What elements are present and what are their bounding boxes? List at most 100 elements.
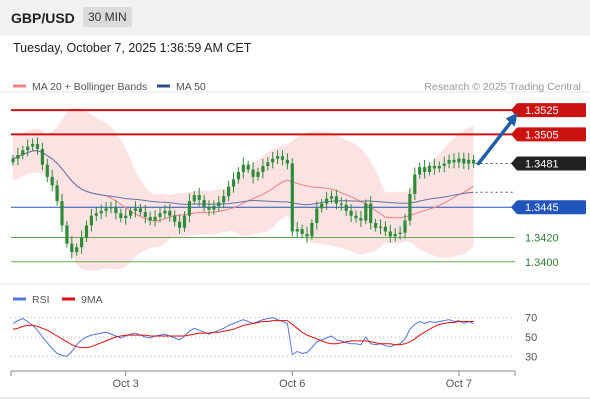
candle-body — [418, 167, 422, 175]
candle-body — [423, 167, 427, 173]
level-tag-pointer — [511, 127, 517, 142]
candle-body — [442, 163, 446, 166]
candle-body — [84, 225, 89, 238]
level-label: 1.3525 — [525, 105, 559, 117]
candle-body — [236, 172, 240, 180]
candle-body — [187, 201, 191, 216]
candle-body — [178, 221, 182, 228]
candle-body — [104, 208, 108, 211]
candle-body — [374, 222, 378, 228]
candle-body — [212, 205, 216, 210]
bollinger-band — [13, 107, 474, 271]
candle-body — [109, 207, 113, 209]
level-tag — [517, 103, 586, 118]
rsi-tick-label: 70 — [525, 313, 537, 325]
candle-body — [11, 158, 15, 163]
candle-body — [158, 213, 162, 217]
legend-label: MA 50 — [176, 81, 206, 93]
candle-body — [217, 202, 221, 206]
watermark-text: Research © 2025 Trading Central — [424, 81, 581, 93]
candle-body — [452, 159, 456, 163]
candle-body — [388, 231, 392, 237]
candle-body — [143, 212, 147, 217]
candle-body — [26, 146, 30, 151]
candle-body — [427, 165, 432, 173]
candle-body — [94, 213, 98, 216]
forecast-arrow-shaft — [476, 116, 516, 166]
candle-body — [369, 203, 373, 223]
forecast-arrowhead — [505, 112, 518, 127]
candle-body — [364, 203, 368, 221]
candle-body — [45, 164, 49, 177]
candle-body — [124, 215, 128, 219]
timeframe-badge[interactable]: 30 MIN — [83, 7, 132, 27]
candle-body — [271, 158, 275, 163]
rsi-tick-label: 50 — [525, 332, 537, 344]
candle-body — [192, 195, 196, 202]
candle-body — [383, 226, 387, 232]
level-label: 1.3481 — [525, 159, 559, 171]
candle-body — [354, 215, 358, 219]
candle-body — [329, 196, 334, 199]
level-tag — [517, 156, 586, 171]
candle-body — [227, 186, 231, 197]
rsi-legend-label: 9MA — [81, 294, 103, 306]
candle-body — [325, 198, 329, 204]
candle-body — [266, 162, 270, 166]
candle-body — [280, 156, 285, 160]
candle-body — [114, 207, 118, 214]
candle-body — [334, 196, 338, 204]
candle-body — [315, 208, 319, 223]
candle-body — [290, 163, 294, 232]
candle-body — [119, 213, 123, 219]
candle-body — [393, 233, 397, 237]
candle-body — [16, 155, 20, 159]
chart-header: GBP/USD 30 MIN — [0, 0, 590, 36]
level-label: 1.3445 — [525, 202, 559, 214]
level-tag — [517, 127, 586, 142]
x-tick-label: Oct 6 — [279, 378, 305, 390]
candle-body — [285, 159, 289, 164]
candle-body — [65, 225, 69, 244]
candle-body — [138, 208, 142, 213]
legend-label: MA 20 + Bollinger Bands — [32, 81, 147, 93]
candle-body — [256, 172, 260, 177]
candle-body — [349, 210, 353, 216]
candle-body — [55, 185, 59, 202]
candle-body — [75, 247, 79, 253]
level-label: 1.3505 — [525, 129, 559, 141]
symbol-label: GBP/USD — [11, 10, 75, 26]
candle-body — [129, 210, 133, 216]
candle-body — [231, 179, 236, 187]
candle-body — [173, 215, 177, 222]
candle-body — [413, 174, 417, 194]
candle-body — [148, 216, 152, 221]
x-tick-label: Oct 3 — [113, 378, 139, 390]
level-tag-pointer — [511, 200, 517, 215]
candle-body — [447, 159, 451, 164]
level-tag-pointer — [511, 156, 517, 171]
candle-body — [40, 148, 44, 165]
rsi-legend-label: RSI — [32, 294, 50, 306]
candle-body — [207, 207, 211, 210]
candle-body — [60, 201, 64, 226]
candle-body — [21, 150, 25, 156]
candle-body — [472, 159, 476, 164]
candle-body — [133, 208, 138, 211]
candle-body — [153, 216, 157, 221]
candle-body — [467, 159, 471, 164]
candle-body — [305, 233, 309, 237]
candle-body — [457, 158, 461, 163]
candle-body — [408, 193, 412, 221]
rsi-tick-label: 30 — [525, 351, 537, 363]
candle-body — [168, 210, 172, 216]
level-label: 1.3420 — [525, 233, 559, 245]
candle-body — [222, 196, 226, 203]
candle-body — [197, 195, 201, 200]
candle-body — [310, 222, 314, 237]
candle-body — [99, 210, 103, 214]
timestamp: Tuesday, October 7, 2025 1:36:59 AM CET — [13, 41, 252, 55]
candle-body — [403, 220, 407, 233]
